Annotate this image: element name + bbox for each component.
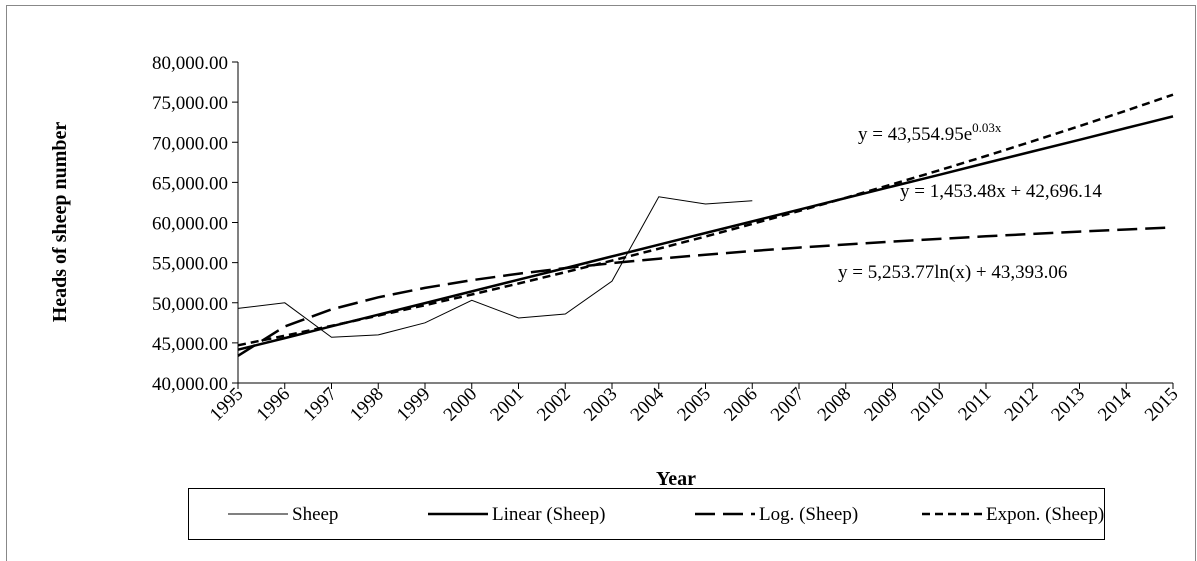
x-tick-label: 2009 [860,384,902,426]
x-axis-title: Year [656,468,696,490]
x-tick-label: 2011 [954,384,995,425]
trend-equation: y = 1,453.48x + 42,696.14 [900,181,1102,202]
legend-label: Log. (Sheep) [759,504,858,525]
x-tick-label: 2014 [1094,383,1136,425]
y-tick-label: 75,000.00 [152,93,228,114]
series-line [237,115,1174,351]
x-tick-label: 2001 [486,384,528,426]
y-tick-label: 70,000.00 [152,133,228,154]
x-tick-label: 2007 [767,384,809,426]
legend-box [188,488,1105,540]
legend-label: Sheep [292,504,338,525]
y-tick-label: 65,000.00 [152,173,228,194]
chart-border [6,5,1196,561]
x-tick-label: 2002 [533,384,575,426]
equation-text: y = 5,253.77ln(x) + 43,393.06 [838,262,1067,283]
x-tick-label: 1998 [346,384,388,426]
y-tick-label: 60,000.00 [152,214,228,235]
equation-text: y = 43,554.95e [858,124,972,145]
x-tick-label: 2012 [1001,384,1043,426]
x-tick-label: 2003 [580,384,622,426]
y-tick-label: 55,000.00 [152,254,228,275]
x-tick-label: 2000 [440,384,482,426]
legend-label: Expon. (Sheep) [986,504,1104,525]
y-tick-label: 45,000.00 [152,334,228,355]
y-axis-title: Heads of sheep number [49,122,71,323]
equation-exponent: 0.03x [972,120,1002,135]
y-tick-label: 80,000.00 [152,53,228,74]
series-line [237,93,1174,347]
x-tick-label: 2010 [907,384,949,426]
trend-equation: y = 5,253.77ln(x) + 43,393.06 [838,262,1067,283]
x-tick-label: 1999 [393,384,435,426]
x-tick-label: 2005 [673,384,715,426]
trend-equation: y = 43,554.95e0.03x [858,120,1002,145]
equation-text: y = 1,453.48x + 42,696.14 [900,181,1102,202]
series-line [237,196,753,338]
x-tick-label: 2008 [814,384,856,426]
x-tick-label: 1997 [299,384,341,426]
x-tick-label: 2006 [720,384,762,426]
x-tick-label: 2015 [1141,384,1183,426]
y-tick-label: 40,000.00 [152,374,228,395]
x-tick-label: 1996 [253,384,295,426]
x-tick-label: 2013 [1047,384,1089,426]
y-tick-label: 50,000.00 [152,294,228,315]
legend-label: Linear (Sheep) [492,504,605,525]
x-tick-label: 2004 [627,383,669,425]
series-line [237,226,1174,357]
